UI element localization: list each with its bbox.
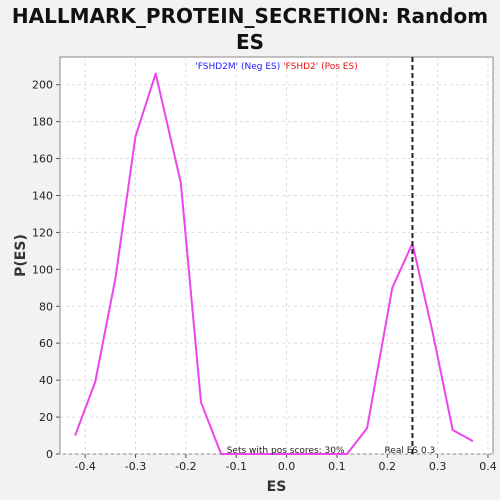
x-tick-label: 0.0 <box>278 460 296 473</box>
y-axis-title: P(ES) <box>13 234 29 277</box>
es-distribution-line <box>74 72 474 455</box>
x-tick-label: 0.4 <box>479 460 497 473</box>
chart-title-line1: HALLMARK_PROTEIN_SECRETION: Random ES <box>11 4 489 54</box>
y-tick-label: 80 <box>39 300 53 313</box>
y-tick-label: 120 <box>32 226 53 239</box>
y-tick-label: 160 <box>32 153 53 166</box>
axes: -0.4 -0.3 -0.2 -0.1 0.0 0.1 0.2 0.3 0.4 0 20 40 60 80… <box>32 79 497 473</box>
y-tick-label: 40 <box>39 374 53 387</box>
x-tick-label: 0.1 <box>328 460 346 473</box>
x-tick-label: 0.3 <box>429 460 447 473</box>
plot-area <box>59 56 494 455</box>
y-tick-label: 140 <box>32 189 53 202</box>
y-tick-label: 0 <box>46 448 53 461</box>
legend-pos-es: 'FSHD2' (Pos ES) <box>283 62 358 72</box>
legend-neg-es: 'FSHD2M' (Neg ES) <box>195 62 280 72</box>
y-tick-label: 180 <box>32 116 53 129</box>
x-tick-label: -0.3 <box>125 460 146 473</box>
x-tick-label: -0.4 <box>74 460 95 473</box>
x-tick-label: -0.2 <box>175 460 196 473</box>
x-axis-title: ES <box>267 479 287 495</box>
pos-scores-annotation: Sets with pos scores: 30% <box>227 446 345 456</box>
y-tick-label: 60 <box>39 337 53 350</box>
x-tick-label: 0.2 <box>379 460 397 473</box>
series-layer <box>74 72 474 455</box>
legend: 'FSHD2M' (Neg ES) 'FSHD2' (Pos ES) <box>195 62 357 72</box>
grid-lines <box>60 57 493 455</box>
y-tick-label: 20 <box>39 411 53 424</box>
y-tick-label: 100 <box>32 263 53 276</box>
y-tick-label: 200 <box>32 79 53 92</box>
real-es-annotation: Real ES 0.3 <box>384 446 435 456</box>
x-tick-label: -0.1 <box>225 460 246 473</box>
